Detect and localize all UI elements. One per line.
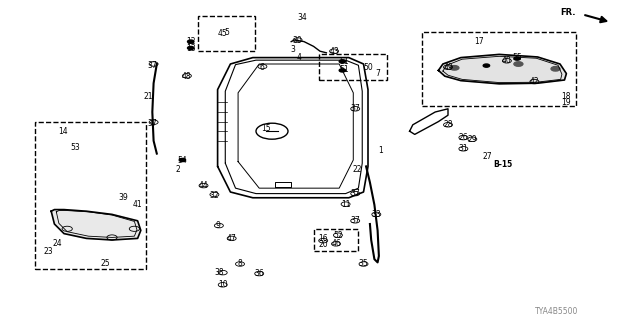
Text: FR.: FR. <box>561 8 576 17</box>
Text: 51: 51 <box>339 65 349 74</box>
Text: 18: 18 <box>562 92 571 100</box>
Text: 50: 50 <box>363 63 373 72</box>
Circle shape <box>514 57 520 60</box>
Text: TYA4B5500: TYA4B5500 <box>535 308 579 316</box>
Text: 33: 33 <box>371 210 381 219</box>
Circle shape <box>551 67 560 71</box>
Text: 9: 9 <box>215 221 220 230</box>
Circle shape <box>188 46 194 50</box>
Text: 6: 6 <box>260 63 265 72</box>
Text: 22: 22 <box>353 165 362 174</box>
Text: 37: 37 <box>350 104 360 113</box>
Text: 37: 37 <box>350 189 360 198</box>
Circle shape <box>514 62 523 66</box>
Text: 37: 37 <box>350 216 360 225</box>
Text: 42: 42 <box>529 77 540 86</box>
Text: 51: 51 <box>339 57 349 66</box>
Text: 8: 8 <box>237 260 243 268</box>
Text: 3: 3 <box>291 45 296 54</box>
Text: 15: 15 <box>260 124 271 132</box>
Text: 7: 7 <box>375 69 380 78</box>
Text: 29: 29 <box>467 135 477 144</box>
Text: 27: 27 <box>483 152 493 161</box>
Text: 23: 23 <box>43 247 53 256</box>
Text: 48: 48 <box>182 72 192 81</box>
Text: 17: 17 <box>474 37 484 46</box>
Text: 26: 26 <box>458 133 468 142</box>
Text: 43: 43 <box>329 47 339 56</box>
Text: 37: 37 <box>147 61 157 70</box>
Text: 45: 45 <box>218 29 228 38</box>
Text: 14: 14 <box>58 127 68 136</box>
Text: 47: 47 <box>227 234 237 243</box>
Circle shape <box>179 158 186 162</box>
Text: 5: 5 <box>225 28 230 36</box>
Text: 40: 40 <box>502 56 512 65</box>
Text: 2: 2 <box>175 165 180 174</box>
Text: 35: 35 <box>358 260 369 268</box>
Text: 19: 19 <box>561 98 572 107</box>
Text: 10: 10 <box>218 280 228 289</box>
Polygon shape <box>51 210 141 240</box>
Text: 13: 13 <box>186 44 196 52</box>
Text: 34: 34 <box>297 13 307 22</box>
Text: 24: 24 <box>52 239 63 248</box>
Text: B-15: B-15 <box>493 160 512 169</box>
Text: 37: 37 <box>147 119 157 128</box>
Text: 54: 54 <box>177 156 188 164</box>
Text: 39: 39 <box>118 193 128 202</box>
Text: 4: 4 <box>297 53 302 62</box>
Text: 28: 28 <box>444 120 452 129</box>
Text: 49: 49 <box>443 63 453 72</box>
Text: 25: 25 <box>100 260 111 268</box>
Text: 41: 41 <box>132 200 143 209</box>
Polygon shape <box>438 54 566 84</box>
Text: 52: 52 <box>333 231 343 240</box>
Text: 20: 20 <box>318 240 328 249</box>
Text: 53: 53 <box>70 143 81 152</box>
Circle shape <box>483 64 490 67</box>
Text: 55: 55 <box>512 53 522 62</box>
Text: 12: 12 <box>186 37 195 46</box>
Text: 16: 16 <box>318 234 328 243</box>
Text: 31: 31 <box>458 144 468 153</box>
Circle shape <box>188 40 194 43</box>
Text: 46: 46 <box>331 239 341 248</box>
Text: 32: 32 <box>209 191 220 200</box>
Text: 21: 21 <box>144 92 153 100</box>
Circle shape <box>450 66 459 70</box>
Text: 36: 36 <box>254 269 264 278</box>
Text: 11: 11 <box>341 200 350 209</box>
Text: 44: 44 <box>198 181 209 190</box>
Text: 38: 38 <box>214 268 224 277</box>
Circle shape <box>339 60 346 63</box>
Text: 30: 30 <box>292 36 303 44</box>
Circle shape <box>339 69 346 72</box>
Text: 1: 1 <box>378 146 383 155</box>
